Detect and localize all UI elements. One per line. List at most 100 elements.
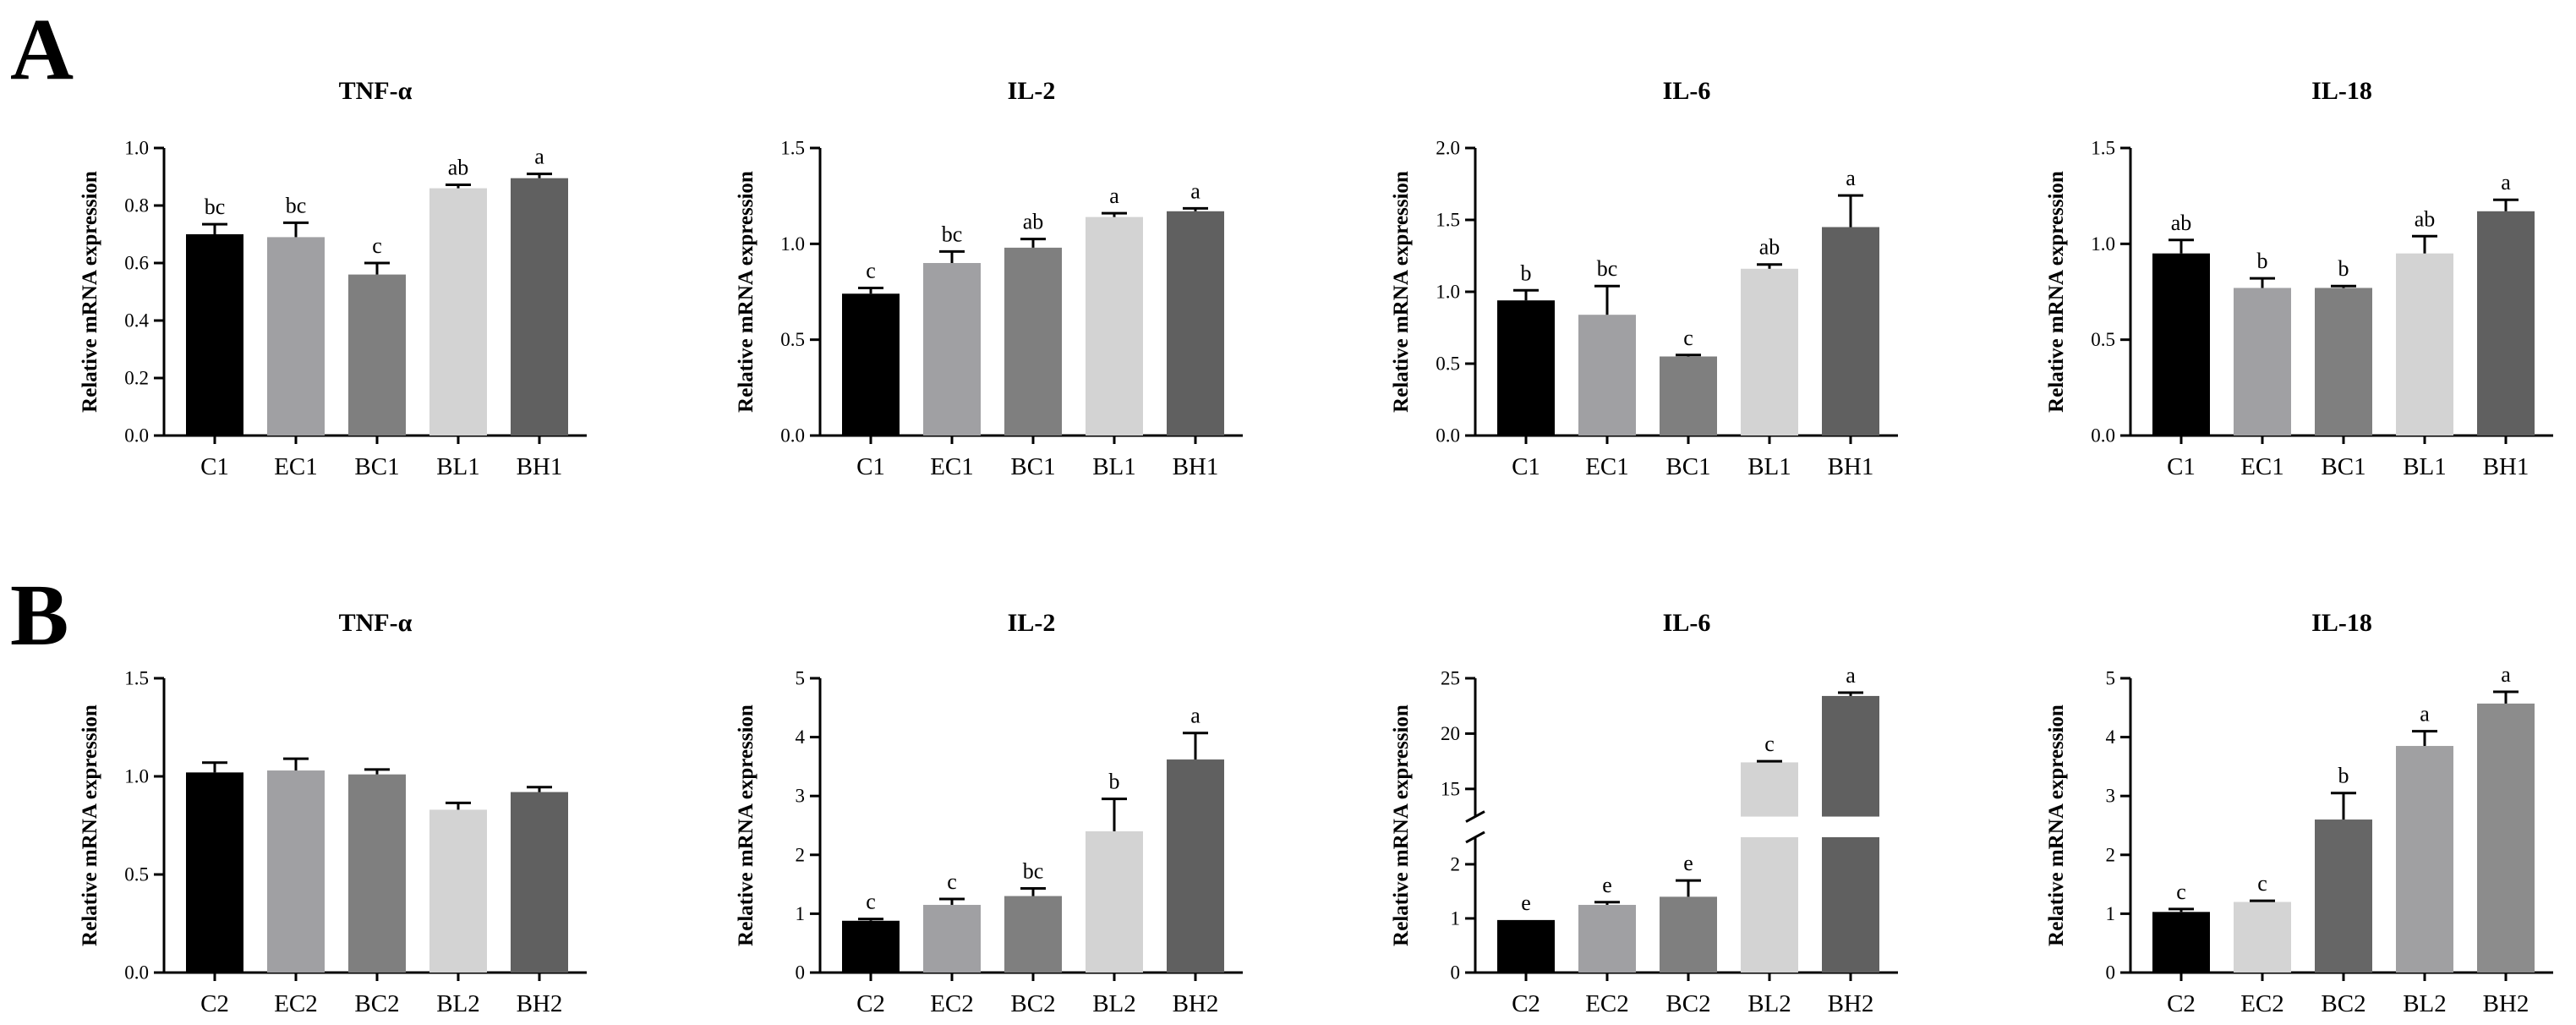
bar-BH2-upper [1822,695,1879,817]
x-tick-label: C1 [856,453,885,480]
bar-BC2 [2315,819,2372,973]
x-tick-label: EC2 [274,990,318,1017]
chart-a-il-6: IL-6 Relative mRNA expression 0.0 0.5 1.0 1.5… [1390,77,1898,480]
bar-BL2-lower [1741,836,1798,973]
y-axis-label: Relative mRNA expression [79,171,101,413]
x-tick-label: EC1 [930,453,974,480]
y-tick-label: 0 [1451,962,1461,984]
significance-label-BL1: ab [448,156,469,180]
chart-title: IL-6 [1663,77,1711,105]
significance-label-BC1: c [1683,326,1693,350]
y-tick-label: 5 [2106,668,2116,689]
x-tick-label: BC1 [2321,453,2365,480]
x-tick-label: C1 [1512,453,1540,480]
bar-C2 [2152,912,2210,973]
bar-BL2 [1086,830,1143,973]
y-axis-label: Relative mRNA expression [1390,704,1413,946]
y-axis-label: Relative mRNA expression [2045,704,2068,946]
chart-title: IL-6 [1663,609,1711,637]
x-tick-label: C2 [200,990,229,1017]
significance-label-BL1: ab [1759,235,1780,260]
significance-label-BH1: a [1846,166,1856,190]
significance-label-BL2: c [1764,732,1775,756]
significance-label-BH1: a [534,145,544,169]
y-tick-label: 0.0 [2091,425,2115,447]
bar-EC2 [1578,904,1636,973]
y-tick-label: 25 [1441,668,1460,689]
bar-EC2 [2234,902,2291,973]
significance-label-C2: e [1521,891,1531,915]
y-tick-label: 15 [1441,778,1460,799]
x-tick-label: BL1 [1092,453,1136,480]
x-tick-label: BH1 [517,453,563,480]
bar-BH2 [511,792,568,973]
chart-title: TNF-α [339,609,413,637]
significance-label-C1: b [1521,260,1532,285]
y-tick-label: 1.5 [780,138,805,159]
significance-label-C1: ab [2171,211,2192,235]
y-axis-label: Relative mRNA expression [1390,171,1413,413]
significance-label-C2: c [2176,880,2186,904]
y-tick-label: 0.8 [124,195,149,217]
chart-b-il-6: IL-6 Relative mRNA expression 0 1 2 15 20 25 e C2… [1390,609,1898,1017]
significance-label-BC1: ab [1023,210,1044,234]
y-tick-label: 1.5 [124,668,149,689]
bar-BH1 [511,178,568,436]
bar-BH2 [2477,703,2535,973]
chart-title: IL-2 [1008,77,1056,105]
y-tick-label: 2 [1451,853,1461,874]
bar-BH1 [1167,211,1224,436]
y-axis-label: Relative mRNA expression [735,704,757,946]
bar-BL1 [2396,253,2453,436]
chart-b-il-2: IL-2 Relative mRNA expression 0 1 2 3 4 5 c C2 c EC… [735,609,1243,1017]
y-tick-label: 0 [2106,962,2116,984]
chart-a-il-2: IL-2 Relative mRNA expression 0.0 0.5 1.0 1.5… [735,77,1243,480]
x-tick-label: BH2 [1173,990,1219,1017]
chart-title: IL-18 [2311,609,2372,637]
x-tick-label: C1 [200,453,229,480]
significance-label-BH2: a [1190,704,1200,728]
chart-title: IL-18 [2311,77,2372,105]
significance-label-BC1: b [2338,256,2349,281]
bar-C2 [1497,919,1555,973]
significance-label-C1: c [866,258,876,282]
x-tick-label: EC1 [1585,453,1629,480]
significance-label-EC2: c [947,869,957,894]
y-axis-label: Relative mRNA expression [79,704,101,946]
bar-BL2-upper [1741,762,1798,817]
x-tick-label: BC1 [1010,453,1055,480]
bar-BH1 [2477,211,2535,436]
y-tick-label: 0.6 [124,253,149,274]
x-tick-label: C2 [856,990,885,1017]
x-tick-label: BH1 [1828,453,1874,480]
bar-EC1 [2234,288,2291,436]
x-tick-label: BL1 [1747,453,1791,480]
y-tick-label: 1 [796,903,806,924]
chart-title: IL-2 [1008,609,1056,637]
bar-BH2 [1167,759,1224,973]
x-tick-label: BH1 [1173,453,1219,480]
y-tick-label: 0.2 [124,368,149,389]
significance-label-BL1: a [1109,184,1119,208]
significance-label-BH2: a [2501,662,2511,687]
significance-label-C1: bc [205,195,226,219]
chart-a-tnf-alpha: TNF-α Relative mRNA expression 0.0 0.2 0.4 0.… [79,77,587,480]
significance-label-BC2: e [1683,851,1693,875]
x-tick-label: BL2 [1092,990,1136,1017]
x-tick-label: BC2 [2321,990,2365,1017]
bar-BL2 [429,809,487,973]
x-tick-label: BH2 [517,990,563,1017]
y-tick-label: 1.0 [124,138,149,159]
y-tick-label: 3 [2106,786,2116,807]
x-tick-label: C2 [1512,990,1540,1017]
axis-break-mark-upper [1465,810,1485,823]
x-tick-label: BH1 [2483,453,2530,480]
y-tick-label: 5 [796,668,806,689]
x-tick-label: EC1 [274,453,318,480]
y-tick-label: 0.4 [124,310,149,332]
x-tick-label: BL2 [2403,990,2447,1017]
y-tick-label: 2 [2106,844,2116,865]
chart-a-il-18: IL-18 Relative mRNA expression 0.0 0.5 1.0 1.… [2045,77,2553,480]
y-tick-label: 0.5 [1436,354,1460,375]
